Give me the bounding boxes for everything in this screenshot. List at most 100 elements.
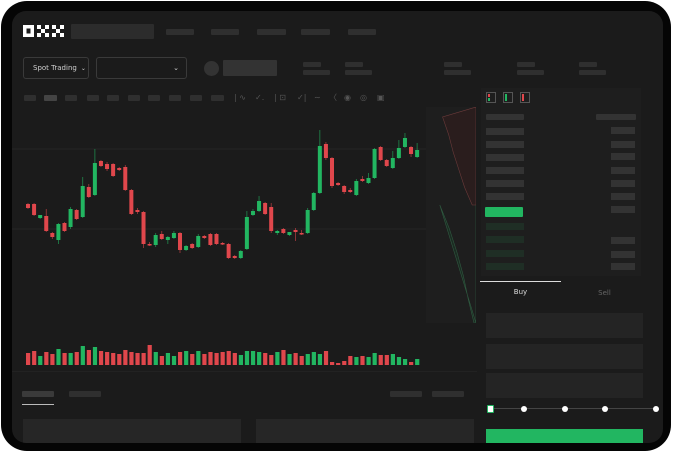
tab-open-orders[interactable] — [22, 391, 54, 397]
line-tool-icon[interactable]: ∼ — [314, 93, 321, 102]
both-sides-icon[interactable] — [486, 92, 496, 103]
volume-bar — [305, 354, 310, 365]
candle-body — [409, 147, 414, 154]
volume-bar — [98, 351, 104, 365]
volume-bar — [196, 351, 201, 365]
timeframe-button[interactable] — [190, 95, 202, 101]
timeframe-button[interactable] — [44, 95, 57, 101]
settings-icon[interactable]: ◎ — [360, 93, 367, 102]
chevron-down-icon: ⌄ — [80, 64, 86, 72]
candlestick-chart[interactable] — [12, 107, 482, 377]
timeframe-button[interactable] — [169, 95, 181, 101]
slider-mark-100[interactable] — [653, 406, 659, 412]
volume-bar — [232, 353, 237, 365]
candle-body — [348, 190, 353, 192]
total-input[interactable] — [486, 373, 643, 398]
screenshot-icon[interactable]: ◉ — [344, 93, 351, 102]
candle-body — [372, 149, 377, 178]
volume-bar — [62, 353, 67, 365]
candle-body — [232, 256, 237, 258]
nav-item[interactable] — [257, 29, 286, 35]
chart-type-icon[interactable]: ✓. — [255, 93, 265, 102]
timeframe-button[interactable] — [107, 95, 119, 101]
tab-underline — [22, 404, 54, 405]
chevron-icon[interactable]: ✓| — [297, 93, 307, 102]
fullscreen-icon[interactable]: ▣ — [377, 93, 385, 102]
timeframe-button[interactable] — [128, 95, 140, 101]
buy-button[interactable] — [486, 429, 643, 443]
tab-sell[interactable]: Sell — [598, 289, 611, 297]
volume-bar — [293, 353, 298, 365]
candle-body — [92, 163, 97, 195]
volume-bar — [56, 349, 61, 365]
candle-body — [68, 209, 73, 227]
okx-logo[interactable] — [23, 25, 64, 37]
candle-body — [74, 210, 79, 219]
candle-body — [80, 186, 85, 217]
candle-body — [323, 144, 328, 158]
nav-item[interactable] — [348, 29, 376, 35]
candle-body — [220, 243, 225, 245]
volume-bar — [342, 361, 347, 365]
timeframe-button[interactable] — [65, 95, 77, 101]
candle-body — [317, 146, 322, 193]
candle-body — [44, 216, 49, 231]
tab-buy[interactable]: Buy — [513, 288, 528, 296]
candle-body — [250, 211, 255, 215]
volume-bar — [135, 353, 140, 365]
last-price-highlight[interactable] — [485, 207, 523, 217]
volume-bar — [214, 353, 219, 365]
compare-icon[interactable]: | ⊡ — [274, 93, 286, 102]
candle-body — [330, 158, 334, 186]
filter-button[interactable] — [432, 391, 464, 397]
candle-body — [366, 178, 371, 183]
indicator-icon[interactable]: | ∿ — [234, 93, 246, 102]
amount-slider[interactable] — [490, 408, 656, 409]
nav-item[interactable] — [166, 29, 194, 35]
candle-body — [342, 186, 347, 192]
candle-body — [178, 233, 182, 250]
timeframe-button[interactable] — [148, 95, 160, 101]
volume-bar — [68, 353, 73, 365]
tab-order-history[interactable] — [69, 391, 101, 397]
volume-bar — [44, 352, 49, 365]
ruler-icon[interactable]: 〈 — [329, 93, 337, 102]
volume-bar — [409, 362, 414, 365]
slider-mark-50[interactable] — [562, 406, 568, 412]
asks-only-icon[interactable] — [520, 92, 530, 103]
volume-bar — [74, 352, 79, 365]
volume-bar — [360, 356, 365, 365]
amount-input[interactable] — [486, 344, 643, 369]
candle-body — [378, 147, 383, 160]
candle-body — [184, 246, 189, 250]
nav-item[interactable] — [301, 29, 330, 35]
depth-chart — [439, 107, 476, 323]
slider-mark-75[interactable] — [602, 406, 608, 412]
candle-body — [287, 232, 292, 235]
volume-bar — [415, 359, 420, 365]
search-bar[interactable] — [71, 24, 154, 39]
candle-body — [86, 187, 91, 197]
filter-button[interactable] — [390, 391, 422, 397]
price-input[interactable] — [486, 313, 643, 338]
slider-handle[interactable] — [487, 405, 494, 413]
volume-bar — [208, 352, 213, 365]
orderbook-row — [611, 206, 635, 213]
timeframe-button[interactable] — [24, 95, 36, 101]
volume-bar — [153, 352, 158, 365]
pair-selector-dropdown[interactable]: ⌄ — [96, 57, 187, 79]
candle-body — [336, 183, 341, 185]
volume-bar — [257, 352, 262, 365]
volume-bar — [38, 356, 43, 365]
candle-body — [311, 193, 316, 210]
spot-trading-dropdown[interactable]: Spot Trading ⌄ — [23, 57, 89, 79]
candle-body — [305, 210, 310, 233]
bids-only-icon[interactable] — [503, 92, 513, 103]
timeframe-button[interactable] — [87, 95, 99, 101]
candle-body — [129, 190, 134, 214]
volume-bar — [184, 351, 189, 365]
timeframe-button[interactable] — [211, 95, 224, 101]
trading-screen: Spot Trading ⌄ ⌄ | ∿ ✓. | ⊡ ✓| ∼ 〈 ◉ ◎ ▣ — [12, 11, 663, 443]
slider-mark-25[interactable] — [521, 406, 527, 412]
nav-item[interactable] — [211, 29, 239, 35]
